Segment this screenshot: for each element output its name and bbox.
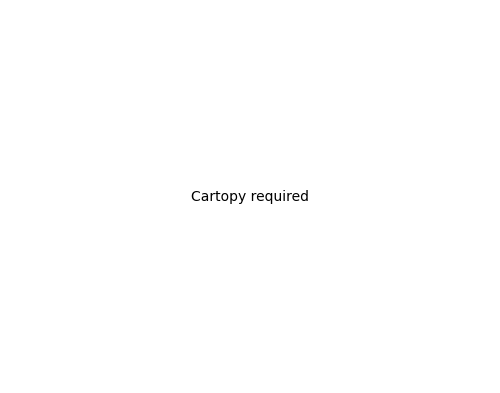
Text: Cartopy required: Cartopy required [191, 189, 309, 204]
